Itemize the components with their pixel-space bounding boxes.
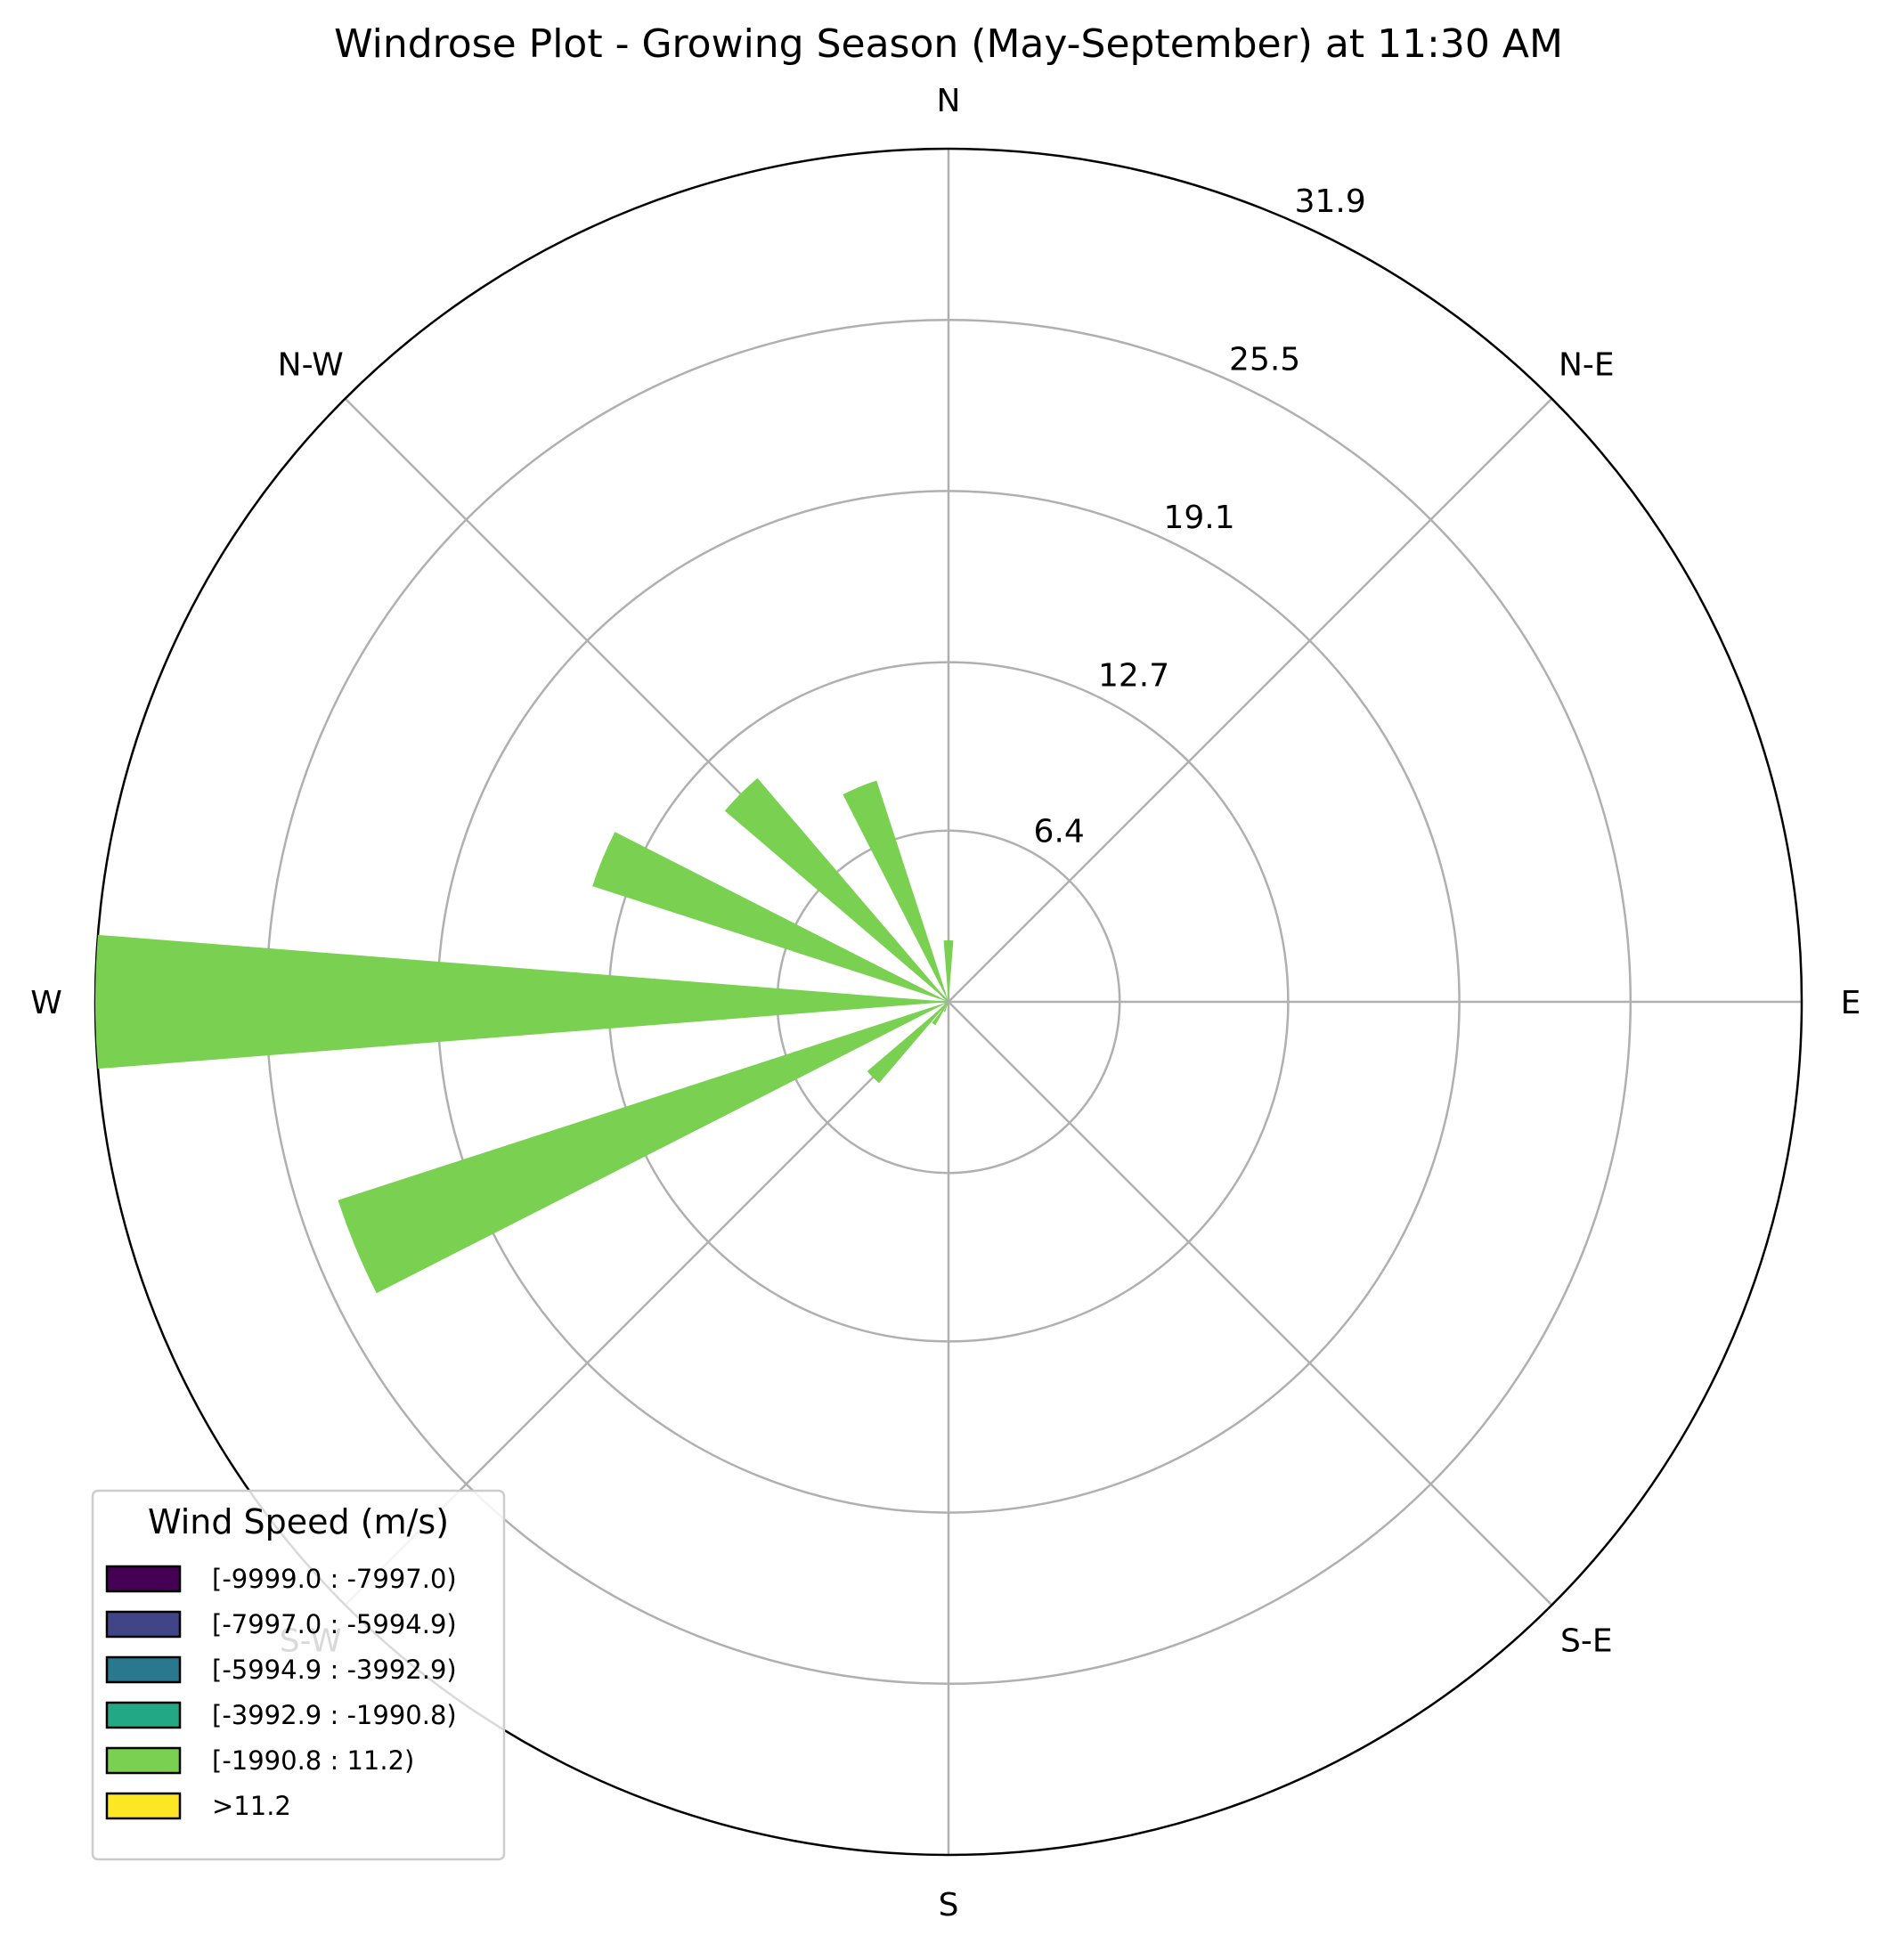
wind-bar-24 <box>94 934 948 1069</box>
wind-bars <box>94 777 954 1294</box>
spoke-n-e <box>948 397 1553 1003</box>
direction-label-w: W <box>30 985 62 1021</box>
direction-label-e: E <box>1841 985 1861 1021</box>
direction-label-n-w: N-W <box>278 347 344 384</box>
radial-tick-label: 19.1 <box>1164 500 1235 536</box>
spoke-s-e <box>948 1001 1553 1606</box>
legend-entry-label: [-1990.8 : 11.2) <box>212 1745 414 1776</box>
legend-title: Wind Speed (m/s) <box>148 1502 449 1541</box>
wind-bar-30 <box>843 780 948 1002</box>
legend-swatch <box>105 1655 182 1684</box>
legend-entry-label: [-3992.9 : -1990.8) <box>212 1700 457 1730</box>
legend-entry-label: [-9999.0 : -7997.0) <box>212 1564 457 1594</box>
wind-bar-22 <box>338 1002 948 1294</box>
direction-label-n-e: N-E <box>1559 347 1615 384</box>
legend-entry-label: >11.2 <box>212 1791 291 1821</box>
direction-label-s-e: S-E <box>1560 1622 1613 1659</box>
radial-tick-label: 31.9 <box>1295 183 1366 220</box>
legend-swatch <box>105 1701 182 1729</box>
legend-swatch <box>105 1565 182 1593</box>
chart-title: Windrose Plot - Growing Season (May-Sept… <box>334 21 1563 67</box>
radial-tick-label: 12.7 <box>1098 658 1169 695</box>
radial-tick-labels: 6.4 12.7 19.1 25.5 31.9 <box>1034 183 1366 850</box>
wind-bar-19 <box>932 1002 948 1026</box>
radial-tick-label: 6.4 <box>1034 813 1085 850</box>
wind-bar-26 <box>592 832 948 1002</box>
wind-bar-18 <box>943 1002 948 1013</box>
radial-tick-label: 25.5 <box>1229 341 1300 378</box>
legend-swatch <box>105 1792 182 1820</box>
legend-entry-label: [-7997.0 : -5994.9) <box>212 1609 457 1639</box>
direction-label-s: S <box>939 1887 959 1923</box>
legend-frame <box>91 1489 506 1861</box>
wind-bar-0 <box>943 939 954 1002</box>
legend-entry-label: [-5994.9 : -3992.9) <box>212 1655 457 1685</box>
wind-bar-20 <box>867 1002 948 1084</box>
legend-swatch <box>105 1746 182 1775</box>
direction-label-n: N <box>937 83 961 119</box>
legend-swatch <box>105 1610 182 1639</box>
legend: Wind Speed (m/s) [-9999.0 : -7997.0) [-799… <box>91 1489 506 1861</box>
wind-bar-28 <box>724 777 948 1002</box>
